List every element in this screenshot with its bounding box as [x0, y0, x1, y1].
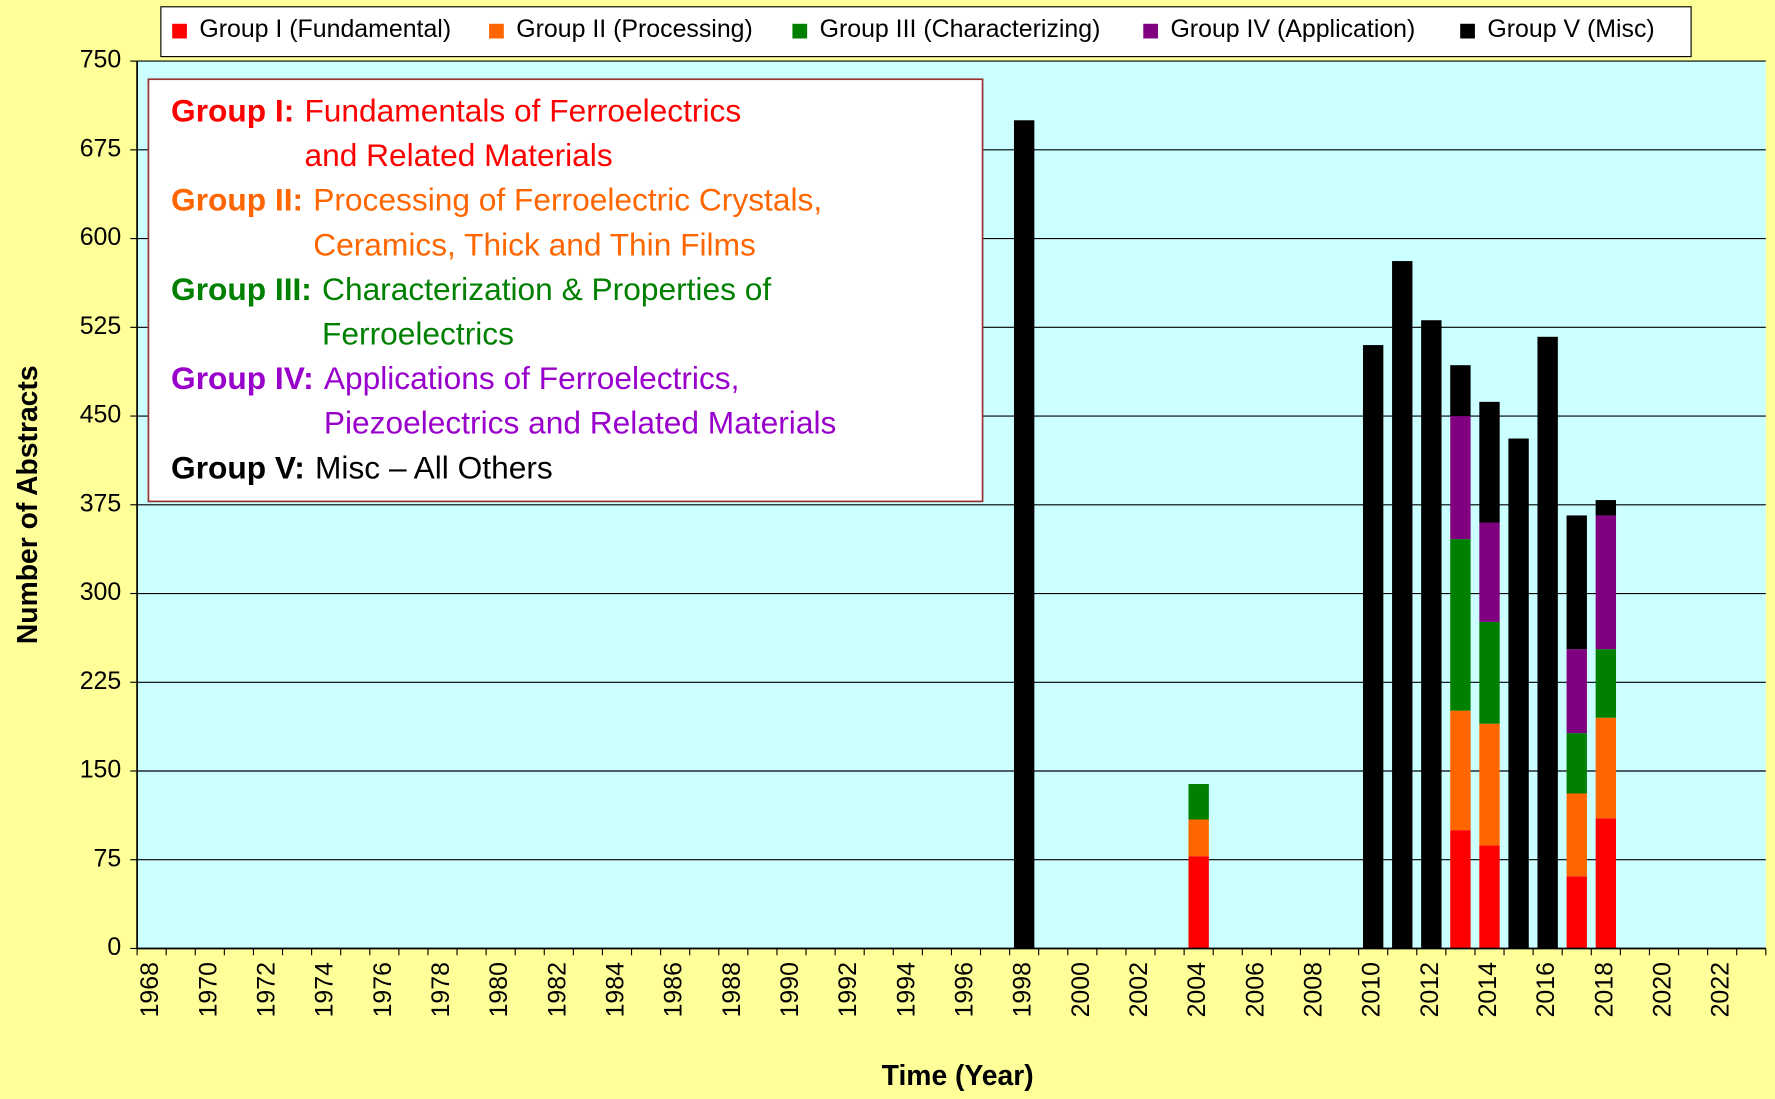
annotation-text: Misc – All Others [315, 449, 553, 485]
annotation-text: Characterization & Properties of [322, 271, 771, 307]
y-tick-label: 750 [80, 46, 122, 74]
x-tick-label: 2012 [1416, 962, 1444, 1017]
bar-segment [1450, 365, 1471, 417]
x-tick-label: 1984 [602, 962, 630, 1018]
bar-segment [1188, 819, 1209, 857]
annotation-label: Group IV: [171, 360, 314, 396]
annotation-label: Group III: [171, 271, 312, 307]
bar-segment [1450, 710, 1471, 831]
bar-segment [1421, 320, 1442, 949]
annotation-text: Applications of Ferroelectrics, [324, 360, 740, 396]
annotation-label: Group I: [171, 93, 294, 129]
bar-segment [1188, 784, 1209, 820]
bar-segment [1537, 336, 1558, 949]
x-tick-label: 1996 [951, 962, 979, 1017]
x-axis-title: Time (Year) [882, 1059, 1034, 1091]
legend-label: Group II (Processing) [516, 15, 753, 43]
x-tick-label: 1970 [194, 962, 222, 1017]
y-tick-label: 150 [80, 756, 122, 784]
bar-segment [1450, 830, 1471, 949]
x-tick-label: 1968 [136, 962, 164, 1017]
annotation-label: Group V: [171, 449, 305, 485]
bar-segment [1450, 416, 1471, 540]
bar-segment [1479, 621, 1500, 724]
bar-segment [1595, 818, 1617, 949]
bar-segment [1450, 539, 1471, 711]
y-tick-label: 225 [80, 667, 122, 695]
bar-segment [1595, 515, 1617, 650]
x-tick-label: 2006 [1241, 962, 1269, 1017]
legend-swatch [792, 23, 808, 39]
x-tick-label: 1994 [892, 962, 920, 1018]
bar-segment [1566, 733, 1587, 794]
legend-swatch [1460, 23, 1475, 39]
bar-segment [1566, 515, 1587, 650]
bar-segment [1188, 856, 1209, 949]
legend-swatch [172, 23, 187, 39]
y-tick-label: 450 [80, 401, 122, 429]
bar-segment [1508, 438, 1529, 949]
bar-segment [1566, 793, 1587, 877]
legend-label: Group I (Fundamental) [199, 15, 451, 43]
x-tick-label: 2010 [1358, 962, 1386, 1017]
x-tick-label: 1992 [834, 962, 862, 1017]
x-tick-label: 1972 [253, 962, 281, 1017]
annotation-text: Fundamentals of Ferroelectrics [304, 93, 741, 129]
y-tick-label: 0 [107, 933, 121, 961]
annotation-text: Ferroelectrics [322, 316, 514, 352]
y-axis-title: Number of Abstracts [11, 365, 43, 644]
x-tick-label: 2004 [1183, 962, 1211, 1018]
bar-segment [1566, 649, 1587, 734]
x-tick-label: 1976 [369, 962, 397, 1017]
bar-segment [1566, 876, 1587, 949]
x-tick-label: 1986 [660, 962, 688, 1017]
bar-segment [1392, 261, 1413, 949]
legend-label: Group IV (Application) [1170, 15, 1415, 43]
x-tick-label: 1980 [485, 962, 513, 1017]
bar-segment [1479, 845, 1500, 949]
x-tick-label: 1990 [776, 962, 804, 1017]
bar-segment [1595, 717, 1617, 819]
x-tick-label: 1974 [311, 962, 339, 1018]
bar-segment [1479, 401, 1500, 523]
y-tick-label: 375 [80, 489, 122, 517]
annotation-label: Group II: [171, 182, 303, 218]
annotation-text: Processing of Ferroelectric Crystals, [313, 182, 822, 218]
annotation-text: Piezoelectrics and Related Materials [324, 405, 837, 441]
annotation-text: Ceramics, Thick and Thin Films [313, 226, 756, 262]
legend-swatch [1143, 23, 1159, 39]
x-tick-label: 1982 [543, 962, 571, 1017]
x-tick-label: 2002 [1125, 962, 1153, 1017]
y-tick-label: 525 [80, 312, 122, 340]
bar-segment [1479, 522, 1500, 622]
x-tick-label: 1998 [1009, 962, 1037, 1017]
x-tick-label: 2014 [1474, 962, 1502, 1018]
x-tick-label: 2000 [1067, 962, 1095, 1017]
legend-swatch [489, 23, 504, 39]
annotation-box [147, 78, 984, 503]
y-tick-label: 300 [80, 578, 122, 606]
x-tick-label: 1988 [718, 962, 746, 1017]
x-tick-label: 1978 [427, 962, 455, 1017]
bar-segment [1013, 120, 1035, 949]
legend-label: Group III (Characterizing) [820, 15, 1101, 43]
annotation-text: and Related Materials [304, 137, 612, 173]
x-tick-label: 2008 [1300, 962, 1328, 1017]
bar-segment [1479, 723, 1500, 846]
y-tick-label: 675 [80, 134, 122, 162]
y-tick-label: 600 [80, 223, 122, 251]
x-tick-label: 2016 [1532, 962, 1560, 1017]
x-tick-label: 2020 [1649, 962, 1677, 1017]
x-tick-label: 2018 [1590, 962, 1618, 1017]
x-tick-label: 2022 [1707, 962, 1735, 1017]
bar-segment [1595, 649, 1617, 718]
bar-segment [1595, 500, 1617, 516]
legend-label: Group V (Misc) [1487, 15, 1654, 43]
bar-segment [1362, 345, 1384, 949]
legend [160, 6, 1692, 58]
y-tick-label: 75 [94, 844, 122, 872]
